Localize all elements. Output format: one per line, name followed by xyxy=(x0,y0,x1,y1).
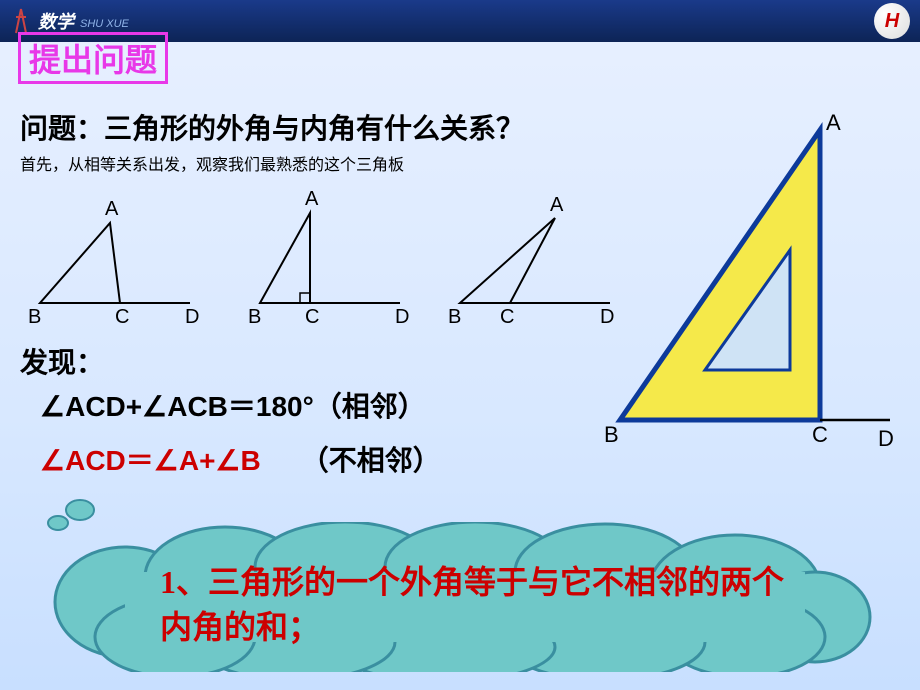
svg-text:C: C xyxy=(115,306,129,328)
svg-text:D: D xyxy=(878,426,894,451)
svg-text:A: A xyxy=(305,188,319,210)
eq1-left: ∠ACD+∠ACB＝180° xyxy=(40,391,314,422)
svg-text:B: B xyxy=(248,306,261,328)
brand-logo-icon: H xyxy=(874,3,910,39)
compass-icon xyxy=(10,7,32,35)
svg-text:A: A xyxy=(550,194,564,216)
eq2-note: （不相邻） xyxy=(301,446,441,477)
set-square-diagram: A B C D xyxy=(600,100,900,460)
svg-text:C: C xyxy=(500,306,514,328)
theorem-text: 1、三角形的一个外角等于与它不相邻的两个内角的和； xyxy=(160,560,800,650)
svg-text:C: C xyxy=(305,306,319,328)
question-prefix: 问题： xyxy=(20,113,104,144)
svg-text:B: B xyxy=(448,306,461,328)
header-title: 数学 xyxy=(38,8,74,34)
svg-text:A: A xyxy=(105,198,119,220)
triangle-diagram-1: A B C D xyxy=(20,183,220,333)
question-main: 三角形的外角与内角有什么关系？ xyxy=(104,114,524,145)
svg-text:D: D xyxy=(395,306,409,328)
svg-text:C: C xyxy=(812,422,828,447)
svg-text:D: D xyxy=(185,306,199,328)
svg-text:B: B xyxy=(28,306,41,328)
triangle-diagram-2: A B C D xyxy=(230,183,430,333)
header-left: 数学 SHU XUE xyxy=(10,7,129,35)
header-subtitle: SHU XUE xyxy=(80,18,129,30)
svg-text:B: B xyxy=(604,422,619,447)
svg-text:A: A xyxy=(826,110,841,135)
eq2-left: ∠ACD＝∠A+∠B xyxy=(40,445,261,476)
logo-letter: H xyxy=(885,10,899,33)
eq1-note: （相邻） xyxy=(314,392,426,423)
